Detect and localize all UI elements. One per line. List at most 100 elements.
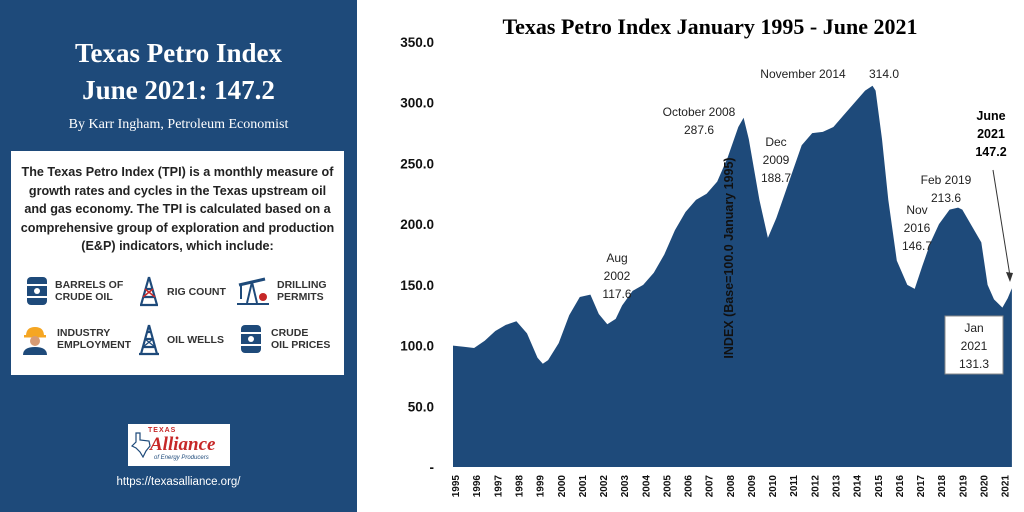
rig-icon bbox=[139, 276, 159, 307]
x-tick-label: 2020 bbox=[979, 475, 990, 498]
x-tick-label: 2004 bbox=[641, 475, 652, 498]
annotation-line: 2009 bbox=[763, 153, 790, 167]
annotation-line: 287.6 bbox=[684, 123, 714, 137]
info-description: The Texas Petro Index (TPI) is a monthly… bbox=[20, 165, 335, 253]
x-tick-label: 2001 bbox=[578, 475, 589, 498]
y-tick-label: 150.0 bbox=[400, 278, 434, 293]
annotation-line: 146.7 bbox=[902, 239, 932, 253]
annotation-line: Feb 2019 bbox=[921, 173, 972, 187]
x-tick-label: 2014 bbox=[853, 475, 864, 498]
annotation-label: November 2014 bbox=[760, 67, 846, 81]
indicator-rig-count: RIG COUNT bbox=[137, 275, 226, 309]
y-tick-label: 350.0 bbox=[400, 35, 434, 50]
texas-alliance-logo[interactable]: TEXAS Alliance of Energy Producers bbox=[128, 424, 230, 466]
indicator-label: DRILLING PERMITS bbox=[277, 279, 327, 303]
x-tick-label: 2011 bbox=[789, 475, 800, 497]
x-tick-label: 2013 bbox=[831, 475, 842, 498]
worker-icon bbox=[23, 327, 47, 355]
panel-title: Texas Petro Index bbox=[74, 38, 282, 68]
pumpjack-icon bbox=[237, 277, 269, 305]
x-tick-label: 2016 bbox=[895, 475, 906, 498]
chart-title: Texas Petro Index January 1995 - June 20… bbox=[502, 14, 918, 39]
annotation: Nov 2016 146.7 bbox=[902, 203, 932, 253]
x-tick-label: 2015 bbox=[874, 475, 885, 498]
indicator-crude-oil-prices: CRUDE OIL PRICES bbox=[237, 323, 330, 355]
annotation-line: June bbox=[976, 109, 1005, 123]
x-tick-label: 2008 bbox=[726, 475, 737, 498]
website-link[interactable]: https://texasalliance.org/ bbox=[116, 476, 241, 488]
logo-top-text: TEXAS bbox=[148, 427, 177, 434]
x-tick-label: 2018 bbox=[937, 475, 948, 498]
tpi-area-series bbox=[453, 85, 1012, 467]
annotation-line: Dec bbox=[765, 135, 786, 149]
x-tick-label: 2012 bbox=[810, 475, 821, 498]
annotation-line: 117.6 bbox=[602, 287, 631, 301]
y-tick-label: 100.0 bbox=[400, 339, 434, 354]
annotation-line: Nov bbox=[906, 203, 927, 217]
byline: By Karr Ingham, Petroleum Economist bbox=[68, 117, 289, 132]
annotation: Feb 2019 213.6 bbox=[921, 173, 972, 205]
annotation: June 2021 147.2 bbox=[975, 109, 1006, 159]
x-tick-label: 1997 bbox=[493, 475, 504, 498]
panel-subtitle: June 2021: 147.2 bbox=[82, 75, 275, 105]
annotation: Aug 2002 117.6 bbox=[602, 251, 631, 301]
x-tick-label: 2010 bbox=[768, 475, 779, 498]
y-tick-label: 200.0 bbox=[400, 217, 434, 232]
indicator-label: OIL WELLS bbox=[167, 334, 224, 346]
x-tick-label: 2002 bbox=[599, 475, 610, 498]
texas-map-icon bbox=[131, 432, 151, 458]
x-tick-label: 2000 bbox=[557, 475, 568, 498]
annotation-line: 2002 bbox=[604, 269, 631, 283]
info-panel: Texas Petro Index June 2021: 147.2 By Ka… bbox=[0, 0, 357, 512]
annotation-line: 213.6 bbox=[931, 191, 961, 205]
y-tick-label: 300.0 bbox=[400, 96, 434, 111]
annotation-line: 147.2 bbox=[975, 145, 1006, 159]
x-tick-label: 1998 bbox=[515, 475, 526, 498]
x-tick-label: 2021 bbox=[1001, 475, 1012, 498]
annotation: Jan 2021 131.3 bbox=[944, 315, 1004, 375]
indicator-oil-wells: OIL WELLS bbox=[137, 323, 224, 357]
x-tick-label: 2009 bbox=[747, 475, 758, 498]
y-tick-label: 250.0 bbox=[400, 156, 434, 171]
y-tick-label: 50.0 bbox=[408, 399, 434, 414]
y-tick-label: - bbox=[430, 460, 435, 475]
logo-sub-text: of Energy Producers bbox=[154, 455, 209, 461]
indicator-label: CRUDE OIL PRICES bbox=[271, 327, 331, 351]
annotation-line: October 2008 bbox=[663, 105, 736, 119]
x-tick-label: 1996 bbox=[472, 475, 483, 498]
arrow-head bbox=[1006, 272, 1013, 282]
indicator-barrels: BARRELS OF CRUDE OIL bbox=[25, 275, 123, 307]
annotation-line: 131.3 bbox=[959, 357, 989, 371]
y-axis-label: INDEX (Base=100.0 January 1995) bbox=[722, 157, 736, 358]
annotation-value: 314.0 bbox=[869, 67, 899, 81]
area-chart: - 50.0 100.0 150.0 200.0 250.0 300.0 350.0 1995… bbox=[400, 35, 1013, 498]
x-tick-label: 2005 bbox=[662, 475, 673, 498]
indicator-industry-employment: INDUSTRY EMPLOYMENT bbox=[19, 323, 131, 355]
info-box: The Texas Petro Index (TPI) is a monthly… bbox=[11, 151, 344, 375]
x-tick-label: 1999 bbox=[536, 475, 547, 498]
annotation: November 2014 314.0 bbox=[760, 67, 899, 81]
annotation-line: 2016 bbox=[904, 221, 931, 235]
annotation-line: 188.7 bbox=[761, 171, 791, 185]
annotation-line: Jan bbox=[964, 321, 983, 335]
annotation: October 2008 287.6 bbox=[663, 105, 736, 137]
annotation-line: Aug bbox=[606, 251, 627, 265]
barrel-icon bbox=[27, 277, 47, 305]
x-tick-label: 2003 bbox=[620, 475, 631, 498]
annotation-line: 2021 bbox=[977, 127, 1005, 141]
barrel-price-icon bbox=[241, 325, 261, 353]
x-tick-label: 2017 bbox=[916, 475, 927, 498]
annotation: Dec 2009 188.7 bbox=[761, 135, 791, 185]
indicator-label: INDUSTRY EMPLOYMENT bbox=[57, 327, 132, 351]
x-tick-label: 2006 bbox=[684, 475, 695, 498]
annotation-arrow bbox=[992, 169, 1011, 277]
x-tick-label: 1995 bbox=[451, 475, 462, 498]
annotation-line: 2021 bbox=[961, 339, 988, 353]
logo-main-text: Alliance bbox=[150, 434, 216, 455]
x-tick-label: 2007 bbox=[705, 475, 716, 498]
indicator-label: BARRELS OF CRUDE OIL bbox=[55, 279, 124, 303]
indicator-label: RIG COUNT bbox=[167, 286, 226, 298]
x-tick-label: 2019 bbox=[958, 475, 969, 498]
indicator-drilling-permits: DRILLING PERMITS bbox=[235, 275, 327, 307]
derrick-icon bbox=[139, 324, 159, 356]
